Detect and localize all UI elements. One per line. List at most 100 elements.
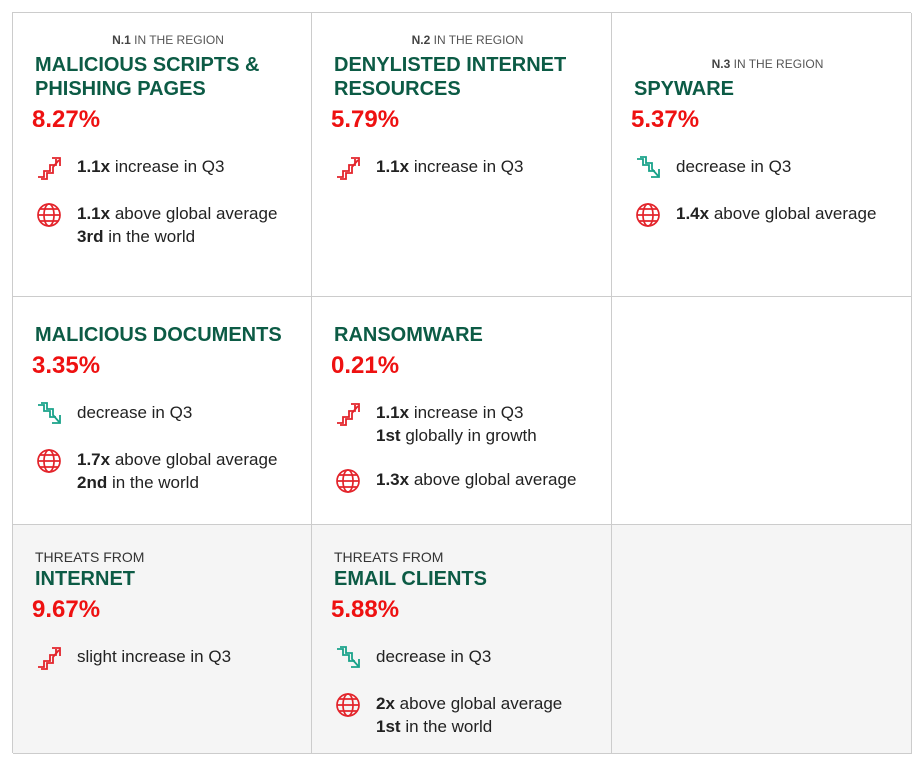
icon-down <box>637 156 660 178</box>
stat-text: 1.1x increase in Q3 <box>376 155 523 178</box>
stat-cell <box>612 525 912 754</box>
stat-text: decrease in Q3 <box>376 645 491 668</box>
stat-item: decrease in Q3 <box>35 401 301 427</box>
stat-line: decrease in Q3 <box>676 155 791 178</box>
cell-header: N.2 IN THE REGION DENYLISTED INTERNET RES… <box>334 13 601 101</box>
threat-title: INTERNET <box>35 568 135 590</box>
icon-up <box>337 403 360 426</box>
stat-line: 1st globally in growth <box>376 424 537 447</box>
rank-text: IN THE REGION <box>733 57 824 71</box>
stat-item: 1.1x increase in Q3 1st globally in growt… <box>334 401 601 447</box>
stat-bold: 3rd <box>77 227 104 246</box>
cell-header: RANSOMWARE <box>334 297 601 347</box>
stat-cell: THREATS FROM INTERNET 9.67% slight increase… <box>13 525 312 754</box>
stat-bold: 1.1x <box>77 157 111 176</box>
stats-grid: N.1 IN THE REGION MALICIOUS SCRIPTS & PHI… <box>12 12 912 754</box>
stat-bold: 1.7x <box>77 450 111 469</box>
stat-cell <box>612 297 912 525</box>
stat-line: slight increase in Q3 <box>77 645 231 668</box>
stat-text: 1.7x above global average 2nd in the worl… <box>77 448 277 494</box>
stat-text: decrease in Q3 <box>676 155 791 178</box>
stat-line: 1.4x above global average <box>676 202 876 225</box>
stat-item: 2x above global average 1st in the world <box>334 692 601 738</box>
stat-desc: decrease in Q3 <box>376 647 492 666</box>
stat-desc: globally in growth <box>405 426 537 445</box>
stat-line: decrease in Q3 <box>77 401 192 424</box>
stat-line: 1.1x increase in Q3 <box>77 155 224 178</box>
stat-bold: 1st <box>376 717 401 736</box>
stat-item: 1.1x above global average 3rd in the worl… <box>35 202 301 248</box>
threat-title: EMAIL CLIENTS <box>334 568 487 590</box>
stat-cell: THREATS FROM EMAIL CLIENTS 5.88% decrease i… <box>312 525 612 754</box>
stat-bold: 1.3x <box>376 470 410 489</box>
items: slight increase in Q3 <box>35 645 301 671</box>
threat-title: DENYLISTED INTERNET RESOURCES <box>334 54 567 100</box>
threat-value: 5.88% <box>331 596 400 623</box>
stat-desc: slight increase in Q3 <box>77 647 232 666</box>
items: 1.1x increase in Q3 1.1x above global ave… <box>35 155 301 248</box>
items: decrease in Q3 1.7x above global average 2… <box>35 401 301 494</box>
rank-label: N.3 IN THE REGION <box>634 57 901 71</box>
stat-desc: in the world <box>111 473 199 492</box>
stat-text: 1.1x increase in Q3 <box>77 155 224 178</box>
cell-header: MALICIOUS DOCUMENTS <box>35 297 301 347</box>
icon-globe <box>37 449 61 473</box>
rank-text: IN THE REGION <box>134 33 224 47</box>
threat-title: MALICIOUS DOCUMENTS <box>35 324 282 346</box>
kicker: THREATS FROM <box>334 549 444 565</box>
cell-header: THREATS FROM EMAIL CLIENTS <box>334 525 601 591</box>
stat-desc: above global average <box>114 450 278 469</box>
threat-value: 0.21% <box>331 352 400 379</box>
stat-text: 1.4x above global average <box>676 202 876 225</box>
cell-header: THREATS FROM INTERNET <box>35 525 301 591</box>
stat-text: slight increase in Q3 <box>77 645 231 668</box>
stat-line: 1.1x increase in Q3 <box>376 155 523 178</box>
stat-item: slight increase in Q3 <box>35 645 301 671</box>
stat-line: 1st in the world <box>376 715 562 738</box>
stat-line: 2nd in the world <box>77 471 277 494</box>
stat-line: 2x above global average <box>376 692 562 715</box>
threat-title: SPYWARE <box>634 78 735 100</box>
stat-text: decrease in Q3 <box>77 401 192 424</box>
stat-bold: 1.4x <box>676 204 710 223</box>
stat-item: 1.1x increase in Q3 <box>334 155 601 181</box>
items: decrease in Q3 1.4x above global average <box>634 155 901 228</box>
rank-label: N.2 IN THE REGION <box>334 33 601 47</box>
stat-bold: 2nd <box>77 473 108 492</box>
stat-item: 1.1x increase in Q3 <box>35 155 301 181</box>
stat-item: 1.4x above global average <box>634 202 901 228</box>
stat-cell: N.2 IN THE REGION DENYLISTED INTERNET RES… <box>312 13 612 297</box>
stat-desc: above global average <box>713 204 877 223</box>
stat-item: decrease in Q3 <box>334 645 601 671</box>
threat-value: 5.79% <box>331 106 400 133</box>
stat-line: 1.1x above global average <box>77 202 277 225</box>
items: 1.1x increase in Q3 <box>334 155 601 181</box>
icon-down <box>337 646 360 668</box>
kicker: THREATS FROM <box>35 549 145 565</box>
cell-header: N.1 IN THE REGION MALICIOUS SCRIPTS & PHI… <box>35 13 301 101</box>
threat-value: 9.67% <box>32 596 101 623</box>
rank-text: IN THE REGION <box>433 33 524 47</box>
rank-number: N.1 <box>112 33 131 47</box>
rank-number: N.2 <box>411 33 431 47</box>
stat-line: 3rd in the world <box>77 225 277 248</box>
stat-text: 2x above global average 1st in the world <box>376 692 562 738</box>
stat-desc: increase in Q3 <box>413 157 524 176</box>
stat-desc: increase in Q3 <box>114 157 225 176</box>
threat-value: 8.27% <box>32 106 101 133</box>
icon-globe <box>37 203 61 227</box>
stat-line: 1.3x above global average <box>376 468 576 491</box>
stat-desc: above global average <box>114 204 278 223</box>
stat-cell: RANSOMWARE 0.21% 1.1x increase in Q3 1st gl… <box>312 297 612 525</box>
stat-bold: 2x <box>376 694 395 713</box>
stat-desc: increase in Q3 <box>413 403 524 422</box>
icon-globe <box>336 469 360 493</box>
stat-cell: N.1 IN THE REGION MALICIOUS SCRIPTS & PHI… <box>13 13 312 297</box>
stat-line: decrease in Q3 <box>376 645 491 668</box>
items: decrease in Q3 2x above global average 1st… <box>334 645 601 738</box>
icon-up <box>38 157 61 180</box>
stat-cell: MALICIOUS DOCUMENTS 3.35% decrease in Q3 1.… <box>13 297 312 525</box>
stat-line: 1.7x above global average <box>77 448 277 471</box>
stat-bold: 1.1x <box>376 157 410 176</box>
